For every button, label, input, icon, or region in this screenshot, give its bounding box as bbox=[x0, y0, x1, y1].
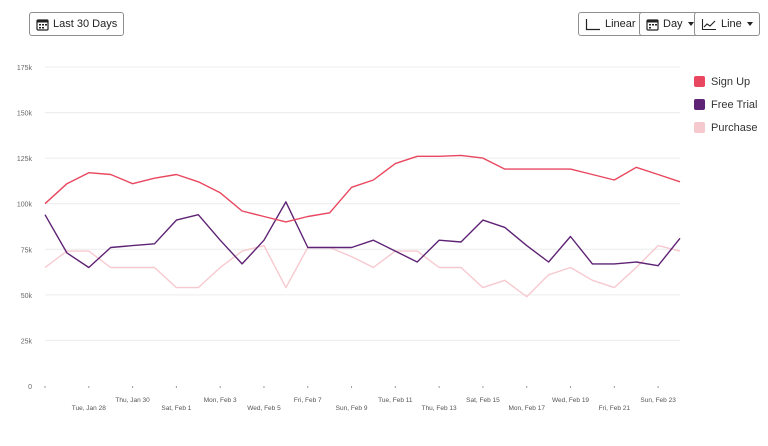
calendar-icon bbox=[646, 18, 659, 31]
x-tick-label: Sat, Feb 1 bbox=[161, 405, 191, 412]
time-unit-label: Day bbox=[663, 18, 683, 30]
y-tick-label: 75k bbox=[21, 247, 33, 254]
legend-label: Purchase bbox=[711, 121, 758, 134]
chart-type-label: Line bbox=[721, 18, 742, 30]
x-tick-label: Mon, Feb 17 bbox=[508, 405, 545, 412]
series-lines bbox=[44, 154, 681, 298]
y-tick-label: 150k bbox=[17, 111, 33, 118]
y-tick-label: 175k bbox=[17, 65, 33, 72]
legend-item-sign-up[interactable]: Sign Up bbox=[694, 75, 757, 88]
x-tick-label: Fri, Feb 7 bbox=[294, 397, 322, 404]
axis-scale-icon bbox=[585, 18, 601, 31]
chevron-down-icon bbox=[746, 22, 753, 26]
chart-type-dropdown[interactable]: Line bbox=[694, 12, 760, 36]
x-axis: Tue, Jan 28 Thu, Jan 30 Sat, Feb 1 Mon, Feb… bbox=[44, 386, 676, 412]
legend-swatch bbox=[694, 76, 705, 87]
y-axis: 0 25k 50k 75k 100k 125k 150k 175k bbox=[17, 65, 33, 391]
y-tick-label: 0 bbox=[28, 384, 32, 391]
y-tick-label: 25k bbox=[21, 338, 33, 345]
x-tick-label: Wed, Feb 19 bbox=[552, 397, 589, 404]
x-tick-label: Tue, Feb 11 bbox=[378, 397, 413, 404]
x-tick-label: Mon, Feb 3 bbox=[204, 397, 237, 404]
x-tick-label: Thu, Jan 30 bbox=[115, 397, 150, 404]
x-tick-label: Fri, Feb 21 bbox=[599, 405, 631, 412]
y-tick-label: 125k bbox=[17, 156, 33, 163]
y-tick-label: 100k bbox=[17, 202, 33, 209]
legend-swatch bbox=[694, 99, 705, 110]
date-range-label: Last 30 Days bbox=[53, 18, 118, 30]
series-line-sign-up[interactable] bbox=[44, 154, 681, 223]
grid bbox=[45, 66, 680, 341]
x-tick-label: Sat, Feb 15 bbox=[466, 397, 500, 404]
calendar-icon bbox=[36, 18, 49, 31]
chevron-down-icon bbox=[687, 22, 694, 26]
x-tick-label: Thu, Feb 13 bbox=[422, 405, 457, 412]
legend: Sign Up Free Trial Purchase bbox=[694, 75, 757, 144]
legend-item-purchase[interactable]: Purchase bbox=[694, 121, 757, 134]
time-unit-dropdown[interactable]: Day bbox=[639, 12, 701, 36]
legend-swatch bbox=[694, 122, 705, 133]
x-tick-label: Sun, Feb 9 bbox=[336, 405, 368, 412]
scale-label: Linear bbox=[605, 18, 636, 30]
series-line-purchase[interactable] bbox=[44, 244, 681, 298]
date-range-button[interactable]: Last 30 Days bbox=[29, 12, 125, 36]
legend-item-free-trial[interactable]: Free Trial bbox=[694, 98, 757, 111]
line-chart-icon bbox=[701, 18, 717, 31]
series-line-free-trial[interactable] bbox=[44, 201, 681, 269]
legend-label: Free Trial bbox=[711, 98, 758, 111]
x-tick-label: Sun, Feb 23 bbox=[640, 397, 676, 404]
y-tick-label: 50k bbox=[21, 293, 33, 300]
x-tick-label: Wed, Feb 5 bbox=[247, 405, 281, 412]
x-tick-label: Tue, Jan 28 bbox=[72, 405, 106, 412]
legend-label: Sign Up bbox=[711, 75, 751, 88]
